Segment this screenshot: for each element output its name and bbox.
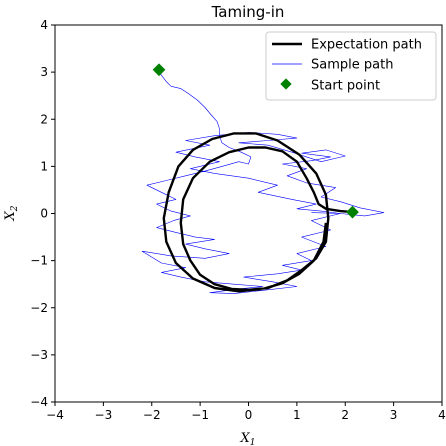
expectation-path-line	[162, 132, 353, 293]
y-tick-label: −3	[30, 348, 48, 362]
legend-start-label: Start point	[311, 79, 380, 94]
y-tick-label: 0	[40, 207, 48, 221]
x-axis-label: X1	[240, 431, 256, 446]
y-axis-label: X2	[3, 205, 20, 221]
y-tick-label: −2	[30, 301, 48, 315]
x-tick-label: −1	[191, 408, 209, 422]
y-axis-ticks: −4 −3 −2 −1 0 1 2 3 4	[30, 18, 55, 409]
start-point-marker	[346, 205, 359, 219]
x-tick-label: −4	[46, 408, 64, 422]
x-tick-label: 1	[293, 408, 301, 422]
y-tick-label: −1	[30, 254, 48, 268]
x-axis-ticks: −4 −3 −2 −1 0 1 2 3 4	[46, 402, 446, 422]
legend-expectation-label: Expectation path	[311, 38, 422, 53]
legend: Expectation path Sample path Start point	[265, 31, 437, 101]
x-tick-label: 2	[341, 408, 349, 422]
x-tick-label: 3	[390, 408, 398, 422]
x-tick-label: −3	[95, 408, 113, 422]
x-tick-label: −2	[143, 408, 161, 422]
y-tick-label: 4	[40, 18, 48, 32]
start-point-marker	[152, 63, 166, 77]
start-points	[152, 63, 359, 219]
legend-sample-label: Sample path	[311, 58, 393, 73]
y-tick-label: 2	[40, 112, 48, 126]
y-tick-label: −4	[30, 395, 48, 409]
x-tick-label: 0	[245, 408, 253, 422]
x-tick-label: 4	[438, 408, 446, 422]
sample-path-line	[141, 71, 385, 294]
chart-title: Taming-in	[211, 3, 285, 21]
legend-box	[265, 31, 437, 101]
y-tick-label: 1	[40, 159, 48, 173]
y-tick-label: 3	[40, 65, 48, 79]
